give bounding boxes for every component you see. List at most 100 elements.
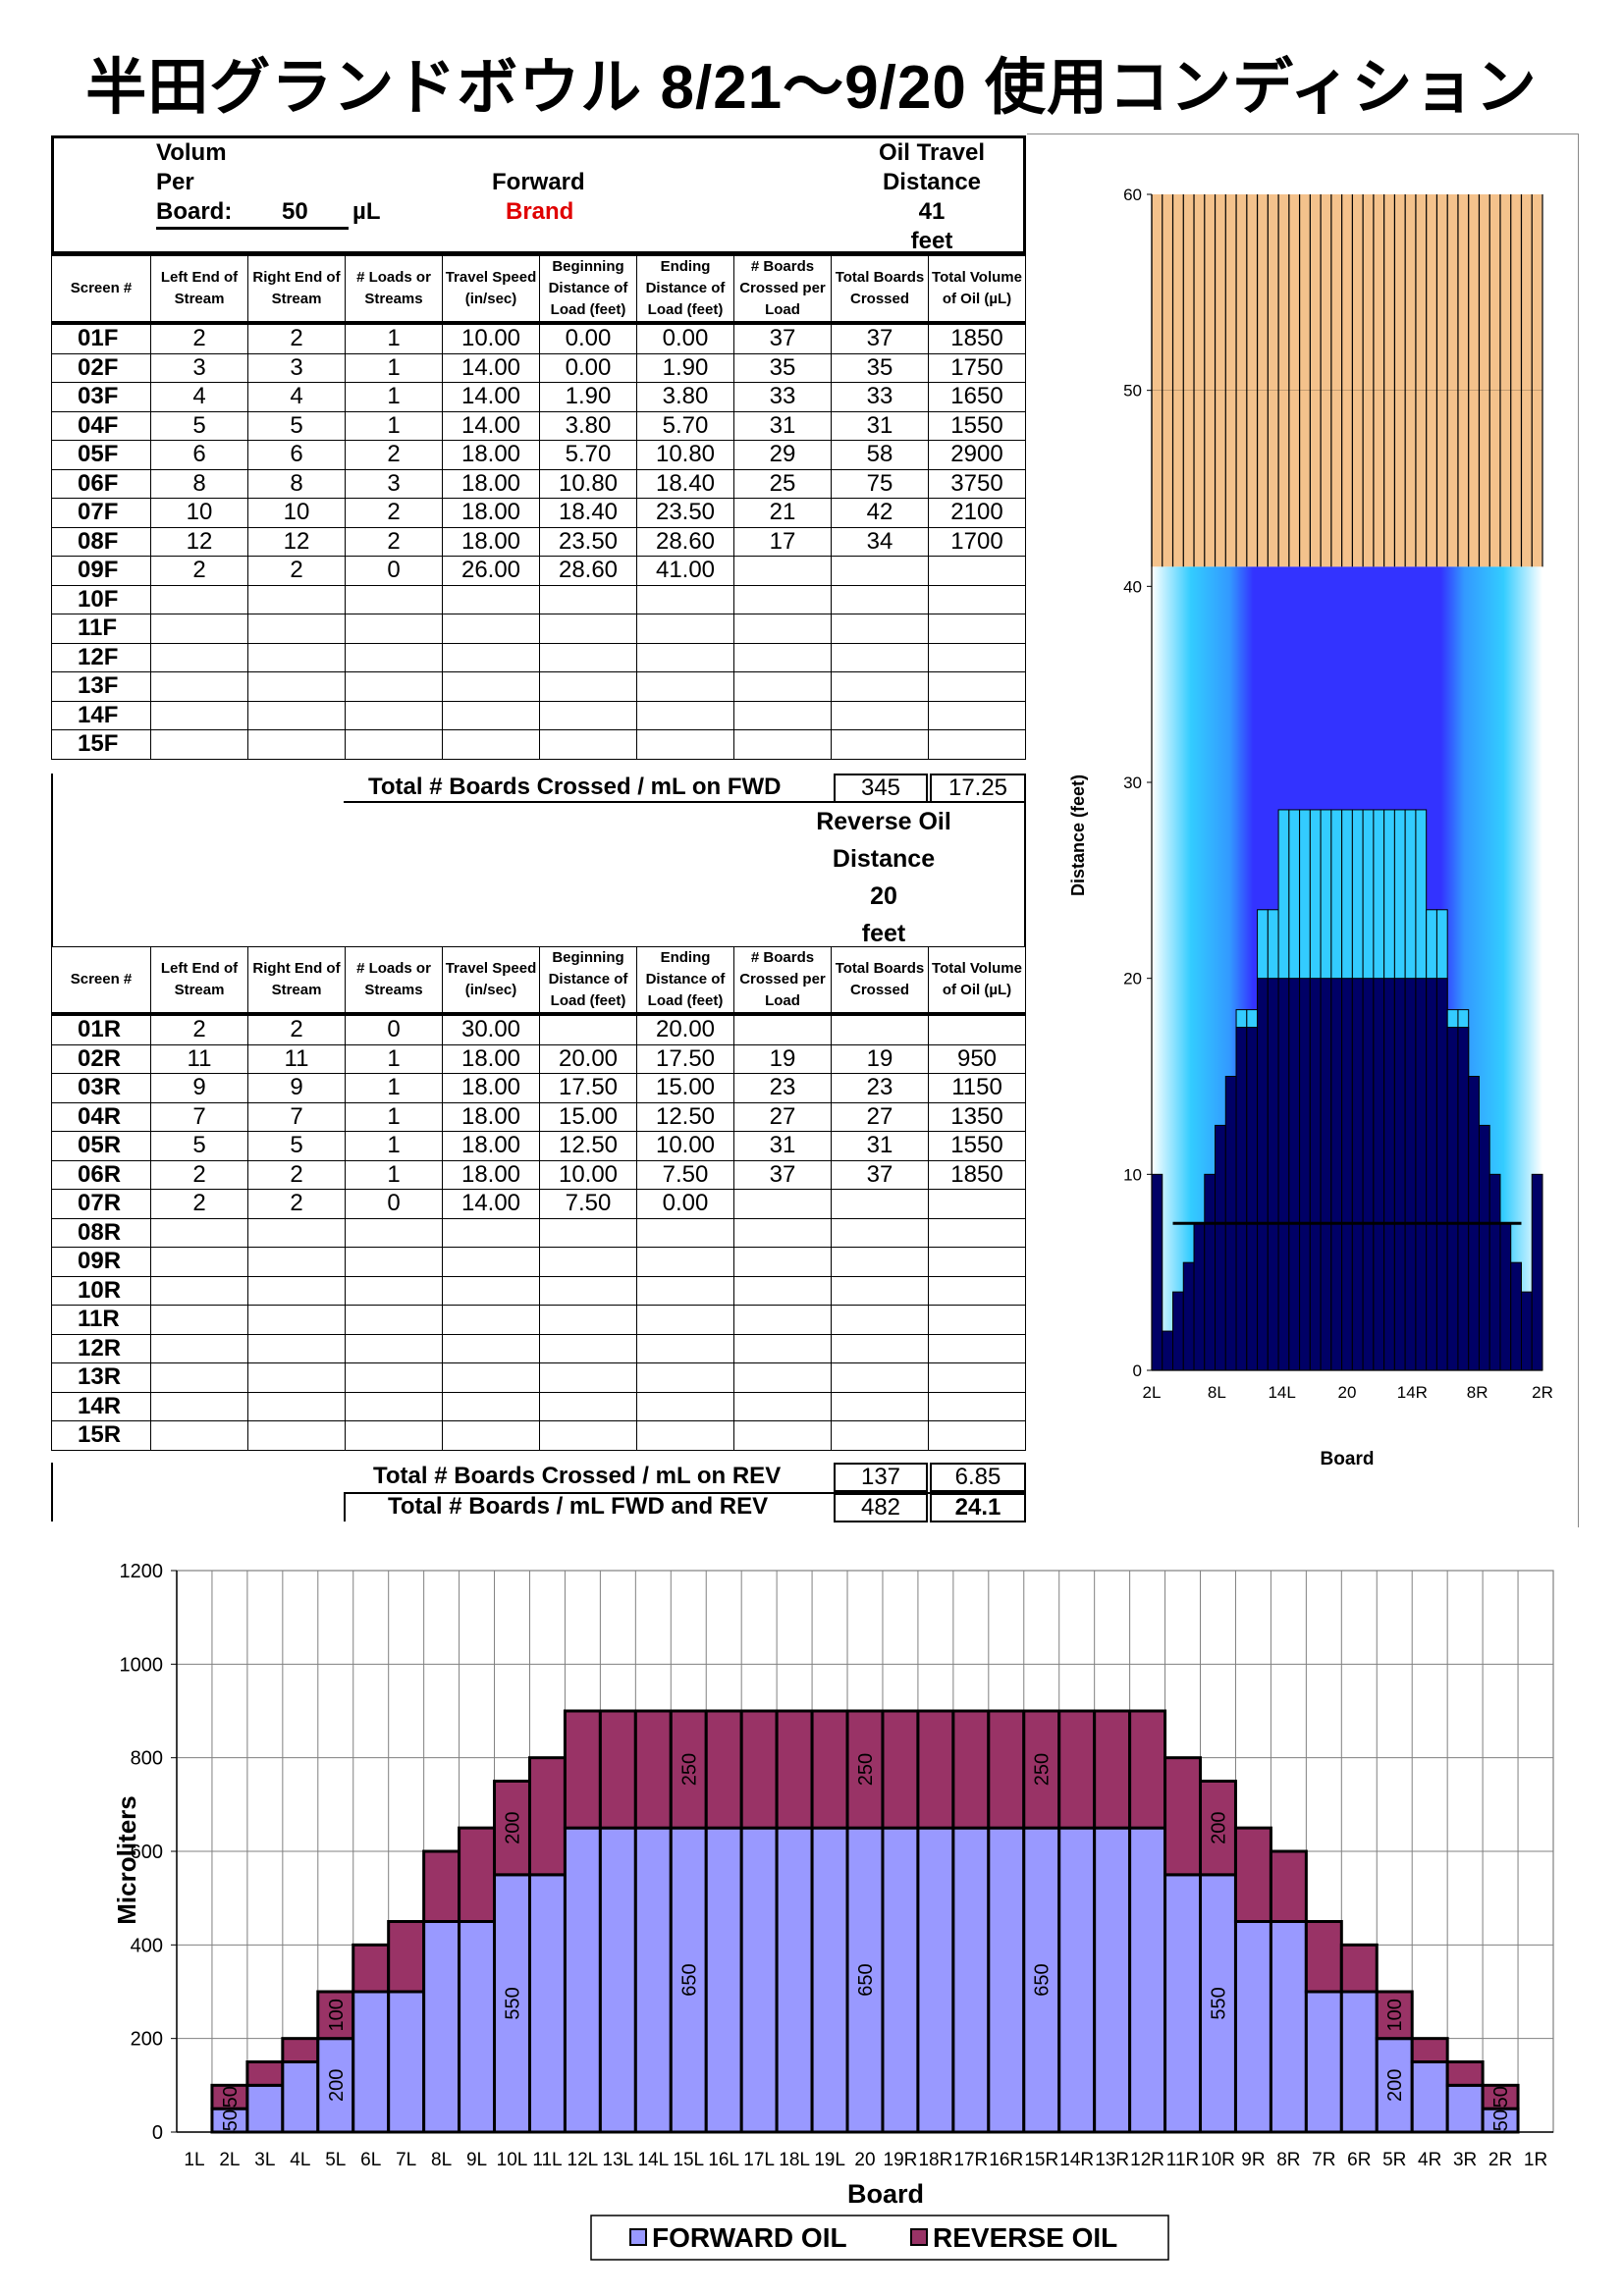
lane-dark-bar [1478, 1124, 1490, 1371]
reverse-cell [831, 1217, 929, 1248]
reverse-cell: 1850 [928, 1159, 1026, 1190]
reverse-cell [345, 1305, 443, 1335]
lane-x-tick-label: 8R [1467, 1383, 1488, 1402]
volume-label-2: Per [156, 169, 194, 195]
forward-cell: 10F [51, 584, 151, 614]
bar-x-tick-label: 2L [219, 2150, 240, 2170]
reverse-cell [247, 1362, 346, 1393]
forward-cell: 4 [247, 382, 346, 412]
bar-reverse-oil [704, 1709, 743, 1830]
bar-reverse-oil [1233, 1826, 1272, 1923]
lane-dark-bar [1499, 1222, 1512, 1371]
bar-x-tick-label: 3R [1453, 2150, 1477, 2170]
lane-dark-bar [1235, 1027, 1248, 1371]
bar-x-tick-label: 18R [918, 2150, 952, 2170]
reverse-cell: 11 [247, 1043, 346, 1074]
reverse-cell [928, 1275, 1026, 1306]
bar-data-label: 200 [1208, 1811, 1229, 1843]
reverse-cell: 04R [51, 1101, 151, 1132]
forward-table-row: 10F [51, 584, 1026, 614]
forward-cell [733, 729, 832, 760]
forward-cell: 3 [150, 352, 248, 383]
lane-y-tick-label: 0 [1133, 1362, 1142, 1380]
forward-cell: 1700 [928, 526, 1026, 557]
reverse-cell: 2 [150, 1189, 248, 1219]
forward-cell: 15F [51, 729, 151, 760]
reverse-cell [247, 1391, 346, 1421]
forward-cell [442, 700, 540, 730]
reverse-cell [928, 1362, 1026, 1393]
bar-forward-oil [1410, 2060, 1449, 2134]
lane-wood-area [1152, 194, 1542, 567]
reverse-col-header: Left End of Stream [150, 946, 248, 1016]
reverse-cell [733, 1247, 832, 1277]
reverse-cell [733, 1013, 832, 1045]
bar-forward-oil [1022, 1826, 1061, 2134]
lane-y-tick-label: 40 [1123, 577, 1142, 596]
bar-x-tick-label: 13L [603, 2150, 634, 2170]
bar-x-tick-label: 18L [779, 2150, 810, 2170]
oil-volume-bar-chart: 0 200 400 600 800 1000 1200 1L 2L 3L 4L 5L 6L 7L 8L 9L 1… [112, 1561, 1554, 2261]
forward-cell: 6 [150, 440, 248, 470]
forward-cell: 0.00 [539, 352, 637, 383]
bar-data-label: 50 [220, 2109, 242, 2131]
volume-unit: µL [352, 198, 381, 225]
bar-reverse-oil [916, 1709, 955, 1830]
forward-table-row: 11F [51, 614, 1026, 644]
bar-forward-oil [458, 1920, 497, 2134]
bar-y-tick-label: 400 [131, 1935, 163, 1956]
reverse-cell [831, 1275, 929, 1306]
bar-data-label: 250 [855, 1753, 877, 1786]
reverse-cell: 31 [733, 1131, 832, 1161]
reverse-cell: 9 [150, 1073, 248, 1103]
lane-y-axis-label: Distance (feet) [1068, 774, 1088, 896]
reverse-cell: 06R [51, 1159, 151, 1190]
reverse-cell: 18.00 [442, 1159, 540, 1190]
reverse-cell: 12.50 [539, 1131, 637, 1161]
reverse-cell [442, 1333, 540, 1363]
forward-cell [442, 614, 540, 644]
bar-reverse-oil [352, 1943, 391, 1994]
forward-cell: 35 [831, 352, 929, 383]
bar-forward-oil [1269, 1920, 1308, 2134]
forward-cell [539, 614, 637, 644]
forward-cell: 07F [51, 498, 151, 528]
reverse-cell [247, 1217, 346, 1248]
reverse-cell [345, 1391, 443, 1421]
reverse-cell [733, 1420, 832, 1451]
forward-cell [636, 729, 734, 760]
lane-dark-bar [1520, 1291, 1533, 1371]
reverse-cell [442, 1247, 540, 1277]
forward-cell: 26.00 [442, 556, 540, 586]
bar-reverse-oil [245, 2060, 285, 2087]
volume-value: 50 [282, 198, 308, 225]
bar-forward-oil [493, 1873, 531, 2134]
reverse-cell: 11R [51, 1305, 151, 1335]
reverse-cell [636, 1333, 734, 1363]
lane-dark-bar [1415, 978, 1428, 1371]
forward-cell [150, 671, 248, 702]
forward-cell: 2 [345, 440, 443, 470]
bar-y-axis-label: Microliters [112, 1795, 141, 1925]
bar-reverse-oil [1481, 2083, 1520, 2110]
forward-col-header: Total Boards Crossed [831, 255, 929, 325]
reverse-cell: 18.00 [442, 1101, 540, 1132]
forward-cell: 33 [831, 382, 929, 412]
forward-cell [247, 642, 346, 672]
lane-dark-bar [1393, 978, 1406, 1371]
bar-forward-oil [704, 1826, 743, 2134]
reverse-cell [539, 1333, 637, 1363]
reverse-cell: 09R [51, 1247, 151, 1277]
forward-cell: 8 [150, 468, 248, 499]
bar-x-tick-label: 14L [637, 2150, 669, 2170]
bar-x-tick-label: 16R [989, 2150, 1023, 2170]
reverse-table-row: 08R [51, 1217, 1026, 1248]
lane-x-tick-label: 20 [1338, 1383, 1357, 1402]
forward-cell [733, 614, 832, 644]
forward-cell: 23.50 [539, 526, 637, 557]
forward-cell: 31 [831, 410, 929, 441]
forward-cell [150, 614, 248, 644]
bar-reverse-oil [951, 1709, 991, 1830]
forward-cell: 09F [51, 556, 151, 586]
bar-reverse-oil [1199, 1780, 1237, 1877]
